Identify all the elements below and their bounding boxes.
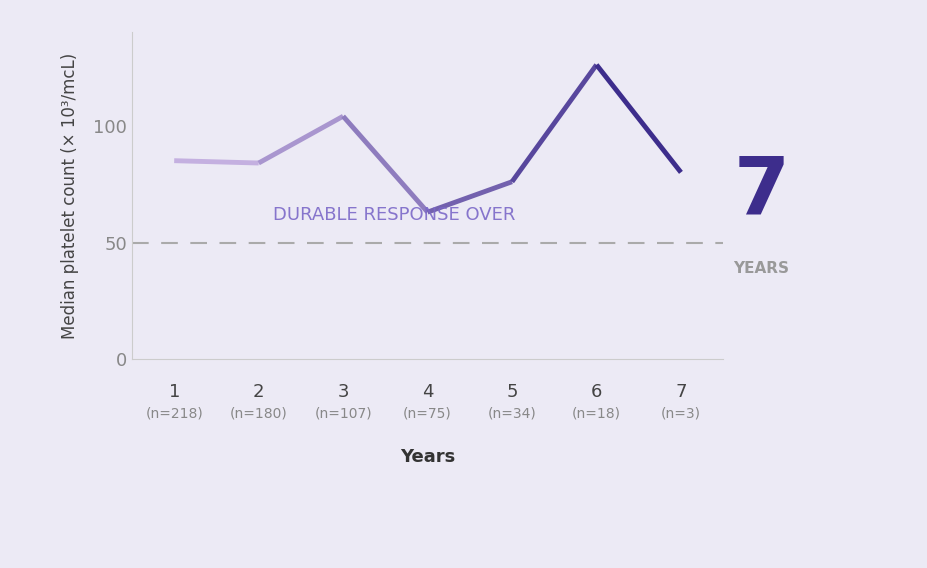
Text: 6: 6 xyxy=(590,383,603,401)
Text: (n=3): (n=3) xyxy=(661,406,701,420)
Text: Years: Years xyxy=(400,448,455,466)
Text: 4: 4 xyxy=(422,383,433,401)
Text: (n=107): (n=107) xyxy=(314,406,372,420)
Text: 5: 5 xyxy=(506,383,518,401)
Text: 7: 7 xyxy=(733,152,789,230)
Text: 1: 1 xyxy=(169,383,180,401)
Text: 3: 3 xyxy=(337,383,349,401)
Y-axis label: Median platelet count (× 10³/mcL): Median platelet count (× 10³/mcL) xyxy=(61,53,80,339)
Text: YEARS: YEARS xyxy=(733,261,789,276)
Text: 7: 7 xyxy=(675,383,687,401)
Text: (n=180): (n=180) xyxy=(230,406,287,420)
Text: (n=75): (n=75) xyxy=(403,406,452,420)
Text: (n=18): (n=18) xyxy=(572,406,621,420)
Text: (n=34): (n=34) xyxy=(488,406,537,420)
Text: (n=218): (n=218) xyxy=(146,406,203,420)
Text: DURABLE RESPONSE OVER: DURABLE RESPONSE OVER xyxy=(273,206,515,224)
Text: 2: 2 xyxy=(253,383,264,401)
